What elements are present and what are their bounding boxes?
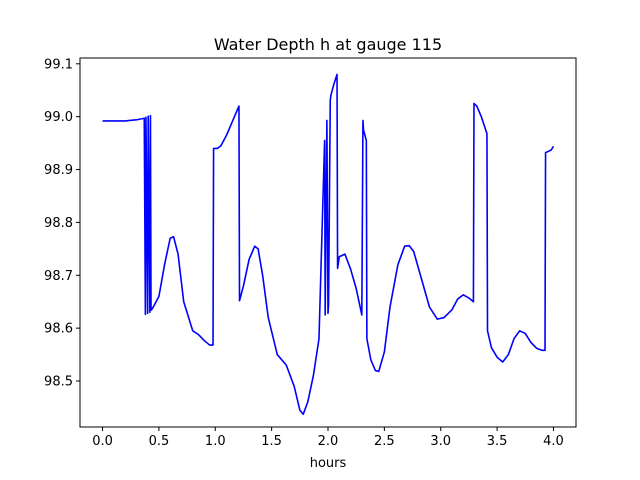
x-tick-label: 3.0 [430, 434, 451, 449]
x-tick-label: 4.0 [543, 434, 564, 449]
y-tick-label: 99.0 [44, 110, 73, 125]
y-tick-label: 98.7 [44, 269, 73, 284]
x-tick-label: 1.5 [261, 434, 282, 449]
series-line-1 [102, 73, 555, 416]
x-axis-label: hours [310, 456, 347, 471]
x-tick-label: 1.0 [205, 434, 226, 449]
y-axis: 98.5 98.6 98.7 98.8 98.9 99.0 99.1 [44, 57, 80, 390]
series-layer [102, 73, 555, 416]
y-tick-label: 98.5 [44, 375, 73, 390]
x-axis: 0.0 0.5 1.0 1.5 2.0 2.5 3.0 3.5 4.0 [92, 427, 564, 449]
chart-title: Water Depth h at gauge 115 [214, 35, 442, 54]
y-tick-label: 98.8 [44, 216, 73, 231]
y-tick-label: 99.1 [44, 57, 73, 72]
x-tick-label: 2.5 [374, 434, 395, 449]
x-tick-label: 0.5 [149, 434, 170, 449]
x-tick-label: 3.5 [487, 434, 508, 449]
x-tick-label: 0.0 [92, 434, 113, 449]
y-tick-label: 98.6 [44, 322, 73, 337]
y-tick-label: 98.9 [44, 163, 73, 178]
x-tick-label: 2.0 [318, 434, 339, 449]
